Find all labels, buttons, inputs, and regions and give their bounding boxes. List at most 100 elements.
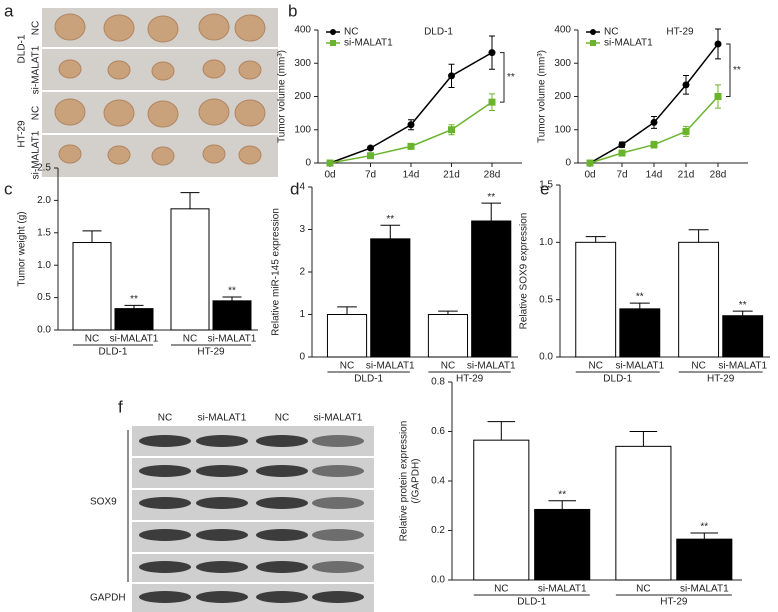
x-tick-label: 21d xyxy=(443,170,460,181)
y-tick-label: 0.0 xyxy=(539,352,553,363)
y-tick-label: 0.5 xyxy=(539,294,553,305)
error-bar xyxy=(180,192,200,209)
tumor xyxy=(238,60,262,80)
x-tick-label: 0d xyxy=(324,170,335,181)
tumor xyxy=(58,59,82,79)
x-tick-label: si-MALAT1 xyxy=(366,361,415,372)
legend-marker xyxy=(330,40,336,46)
point xyxy=(448,72,455,80)
blot-band xyxy=(196,529,248,541)
western-blot xyxy=(132,426,374,612)
x-tick-label: si-MALAT1 xyxy=(110,334,159,345)
panel-letter: d xyxy=(290,179,299,198)
tumor xyxy=(198,98,230,126)
error-bar xyxy=(82,230,102,243)
y-tick-label: 0 xyxy=(565,158,571,169)
chart-title: HT-29 xyxy=(666,27,694,38)
x-tick-label: 28d xyxy=(484,170,501,181)
y-axis-label: Tumor weight (g) xyxy=(17,211,28,286)
significance: ** xyxy=(733,65,741,76)
error-bar xyxy=(732,310,753,316)
blot-band xyxy=(139,591,191,603)
point xyxy=(488,49,496,57)
lane-label: NC xyxy=(158,413,172,424)
tumor xyxy=(151,146,175,166)
legend-label: NC xyxy=(604,27,618,38)
y-axis-label: (/GAPDH) xyxy=(411,459,422,504)
tumor xyxy=(54,13,86,41)
point xyxy=(407,142,415,150)
group-label: NC xyxy=(31,106,42,120)
y-tick-label: 200 xyxy=(554,91,571,102)
blot-band xyxy=(196,561,248,573)
significance: ** xyxy=(739,300,747,311)
bar xyxy=(72,242,112,331)
blot-band xyxy=(256,561,308,573)
blot-band xyxy=(256,465,308,477)
error-bar xyxy=(222,296,242,301)
blot-band xyxy=(312,497,364,509)
significance: ** xyxy=(386,214,394,225)
y-tick-label: 0.2 xyxy=(431,525,445,536)
tumor xyxy=(107,60,131,80)
lane-label: NC xyxy=(275,413,289,424)
bar xyxy=(471,220,512,358)
tumor xyxy=(54,98,86,126)
bar xyxy=(676,538,733,581)
x-tick-label: NC xyxy=(340,361,354,372)
legend-label: NC xyxy=(344,27,358,38)
bar xyxy=(170,208,210,331)
tumor xyxy=(107,145,131,165)
error-bar xyxy=(688,229,709,243)
y-axis-label: Relative protein expression xyxy=(399,421,410,542)
y-tick-label: 2.0 xyxy=(37,195,51,206)
blot-band xyxy=(256,435,308,447)
y-tick-label: 0.0 xyxy=(431,575,445,586)
group-label: NC xyxy=(31,21,42,35)
y-axis-label: Tumor volume (mm³) xyxy=(537,50,548,143)
group-label: DLD-1 xyxy=(603,374,632,385)
point xyxy=(488,98,496,106)
error-bar xyxy=(548,500,576,510)
y-tick-label: 2.5 xyxy=(37,163,51,174)
blot-band xyxy=(196,435,248,447)
tumor xyxy=(238,145,262,165)
bar xyxy=(473,439,530,581)
y-tick-label: 1.0 xyxy=(37,260,51,271)
panel-letter: f xyxy=(118,397,123,416)
y-tick-label: 100 xyxy=(294,124,311,135)
y-tick-label: 400 xyxy=(294,25,311,36)
significance-bracket xyxy=(500,52,505,103)
tumor xyxy=(198,13,230,41)
y-tick-label: 200 xyxy=(294,91,311,102)
error-bar xyxy=(481,202,502,221)
point xyxy=(714,40,722,48)
group-label: HT-29 xyxy=(197,347,225,358)
blot-band xyxy=(312,591,364,603)
group-label: HT-29 xyxy=(707,374,735,385)
significance: ** xyxy=(558,489,566,500)
x-tick-label: si-MALAT1 xyxy=(615,361,664,372)
point xyxy=(650,141,658,149)
error-bar xyxy=(337,306,357,315)
y-tick-label: 1.5 xyxy=(37,227,51,238)
bar xyxy=(114,308,154,331)
lane-label: si-MALAT1 xyxy=(198,413,247,424)
y-tick-label: 300 xyxy=(294,58,311,69)
bar xyxy=(678,241,720,358)
x-tick-label: NC xyxy=(636,584,650,595)
significance: ** xyxy=(507,72,515,83)
tumor xyxy=(202,144,226,164)
x-tick-label: 28d xyxy=(710,170,727,181)
legend-label: si-MALAT1 xyxy=(604,38,653,49)
y-tick-label: 3 xyxy=(299,224,305,235)
significance: ** xyxy=(130,294,138,305)
error-bar xyxy=(487,421,516,441)
panel-letter: c xyxy=(4,179,13,198)
series-line xyxy=(589,95,719,164)
y-tick-label: 4 xyxy=(299,182,305,193)
y-tick-label: 0 xyxy=(299,352,305,363)
blot-label: GAPDH xyxy=(90,593,126,604)
point xyxy=(618,149,626,157)
group-label: DLD-1 xyxy=(517,597,546,608)
